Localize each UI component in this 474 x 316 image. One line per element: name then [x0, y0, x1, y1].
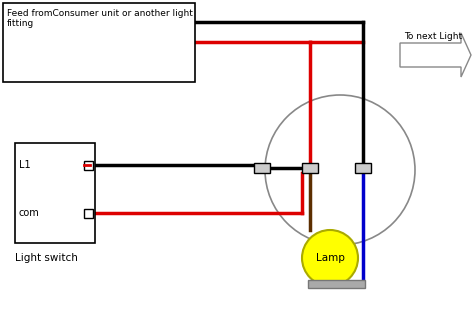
Bar — [308, 280, 365, 288]
Circle shape — [265, 95, 415, 245]
Bar — [254, 163, 270, 173]
Bar — [15, 143, 95, 243]
Text: Lamp: Lamp — [316, 253, 345, 263]
Bar — [3, 3, 195, 82]
Text: com: com — [19, 208, 40, 218]
Text: Light switch: Light switch — [15, 253, 78, 263]
Bar — [84, 209, 93, 217]
Bar — [84, 161, 93, 169]
Text: L1: L1 — [19, 160, 31, 170]
Text: Feed fromConsumer unit or another light
fitting: Feed fromConsumer unit or another light … — [7, 9, 193, 28]
Bar — [302, 163, 318, 173]
Polygon shape — [400, 33, 471, 77]
Text: To next Light: To next Light — [404, 32, 462, 41]
Circle shape — [302, 230, 358, 286]
Bar — [355, 163, 371, 173]
